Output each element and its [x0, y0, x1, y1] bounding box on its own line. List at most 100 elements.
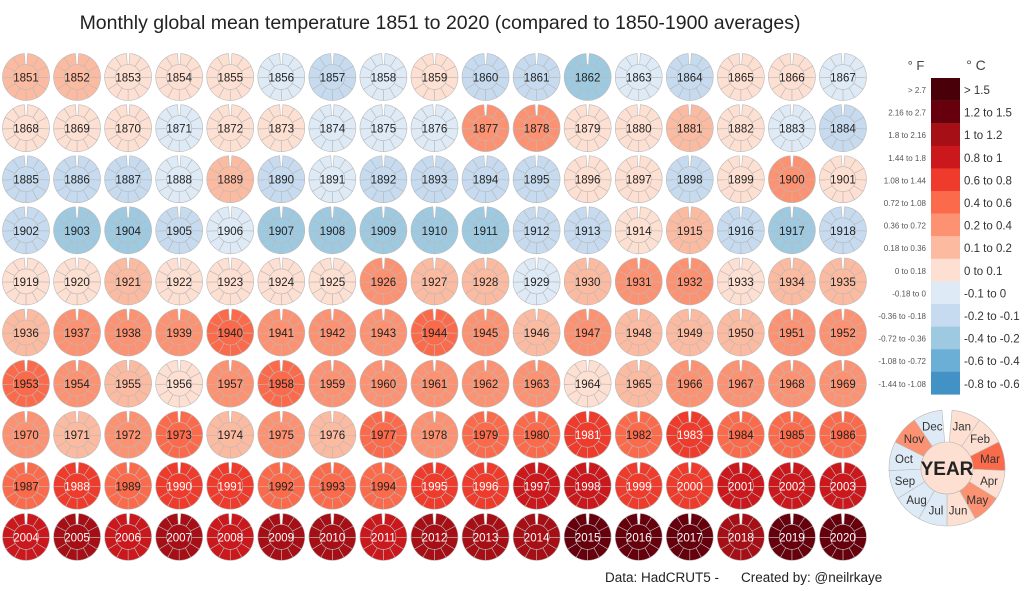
key-month-label: May: [967, 495, 989, 507]
year-wheel-1893: 1893: [410, 155, 459, 204]
annual-center: [319, 268, 346, 295]
year-label: 1856: [269, 73, 295, 85]
year-label: 1938: [115, 328, 141, 340]
annual-center: [115, 166, 141, 192]
legend-f-label: 1.08 to 1.44: [884, 176, 927, 185]
year-label: 1905: [166, 226, 192, 238]
year-wheel-1991: 1991: [206, 462, 255, 510]
annual-center: [523, 524, 550, 550]
annual-center: [268, 64, 295, 90]
year-wheel-1996: 1996: [461, 462, 510, 510]
legend-swatch: [931, 191, 960, 214]
legend-c-label: -0.8 to -0.6: [964, 379, 1020, 391]
year-label: 2008: [217, 532, 243, 544]
annual-center: [472, 166, 499, 192]
annual-center: [64, 217, 90, 244]
annual-center: [166, 370, 192, 397]
annual-center: [319, 166, 346, 192]
legend-f-label: -1.44 to -1.08: [878, 380, 926, 389]
annual-center: [13, 370, 39, 397]
year-wheel-1980: 1980: [512, 410, 561, 459]
legend-swatch: [931, 78, 960, 101]
annual-center: [268, 166, 295, 192]
legend-c-label: 1.2 to 1.5: [964, 108, 1012, 120]
year-wheel-1965: 1965: [614, 359, 663, 408]
year-wheel-1994: 1994: [359, 462, 408, 510]
year-label: 1902: [13, 226, 39, 238]
year-wheel-1931: 1931: [614, 257, 663, 306]
legend-f-label: 2.16 to 2.7: [888, 109, 926, 118]
year-wheel-1894: 1894: [461, 155, 510, 204]
key-month-label: Mar: [980, 454, 1000, 466]
annual-center: [728, 421, 754, 448]
annual-center: [13, 319, 39, 346]
year-label: 1997: [524, 481, 550, 493]
year-wheel-1877: 1877: [461, 104, 510, 152]
annual-center: [472, 472, 499, 499]
annual-center: [728, 217, 754, 244]
year-label: 1948: [626, 328, 652, 340]
year-label: 1890: [269, 175, 295, 187]
year-label: 1966: [677, 379, 703, 391]
year-label: 1995: [422, 481, 448, 493]
year-wheel-1908: 1908: [308, 206, 357, 255]
year-wheel-2001: 2001: [717, 462, 765, 510]
annual-center: [779, 421, 805, 448]
year-label: 1964: [575, 379, 601, 391]
year-wheel-1959: 1959: [308, 359, 357, 408]
annual-center: [625, 166, 652, 192]
year-wheel-1859: 1859: [410, 53, 459, 101]
year-label: 1951: [779, 328, 805, 340]
key-month-label: Jul: [929, 506, 944, 518]
annual-center: [676, 472, 703, 499]
year-wheel-1950: 1950: [717, 308, 765, 357]
annual-center: [166, 166, 192, 192]
annual-center: [574, 115, 601, 141]
year-wheel-2013: 2013: [461, 513, 510, 561]
legend-c-label: 0 to 0.1: [964, 266, 1002, 278]
footer-credit: Created by: @neilrkaye: [741, 570, 882, 585]
year-wheel-1866: 1866: [768, 53, 816, 101]
annual-center: [166, 524, 192, 550]
year-wheel-1986: 1986: [819, 410, 867, 459]
year-wheel-1917: 1917: [768, 206, 816, 255]
annual-center: [166, 421, 192, 448]
year-wheel-1907: 1907: [257, 206, 306, 255]
year-label: 1990: [166, 481, 192, 493]
year-wheel-1874: 1874: [308, 104, 357, 152]
year-label: 1916: [728, 226, 754, 238]
year-wheel-1855: 1855: [206, 53, 255, 101]
year-wheel-1942: 1942: [308, 308, 357, 357]
legend-swatch: [931, 326, 960, 350]
year-label: 2011: [371, 532, 396, 544]
year-wheel-1904: 1904: [104, 206, 152, 255]
year-label: 1898: [677, 175, 703, 187]
year-wheel-1971: 1971: [53, 410, 101, 459]
year-label: 1943: [371, 328, 397, 340]
annual-center: [472, 370, 499, 397]
year-wheel-1923: 1923: [206, 257, 255, 306]
year-label: 1980: [524, 430, 550, 442]
year-label: 1975: [269, 430, 295, 442]
annual-center: [830, 268, 856, 295]
year-label: 1926: [371, 277, 397, 289]
year-wheel-1889: 1889: [206, 155, 255, 204]
year-wheel-1890: 1890: [257, 155, 306, 204]
year-label: 1939: [166, 328, 192, 340]
color-legend: ° F ° C > 2.7 > 1.5 2.16 to 2.7 1.2 to 1.5 1…: [878, 57, 1020, 395]
annual-center: [319, 421, 346, 448]
annual-center: [523, 217, 550, 244]
year-label: 1978: [422, 430, 448, 442]
year-label: 1952: [830, 328, 856, 340]
year-label: 1865: [728, 73, 754, 85]
legend-f-label: -0.72 to -0.36: [878, 335, 926, 344]
annual-center: [217, 319, 244, 346]
year-label: 1989: [115, 481, 141, 493]
year-wheel-2014: 2014: [512, 513, 561, 561]
legend-f-label: 1.44 to 1.8: [888, 154, 926, 163]
year-label: 1959: [320, 379, 346, 391]
annual-center: [166, 319, 192, 346]
annual-center: [64, 64, 90, 90]
year-wheel-1987: 1987: [2, 462, 50, 510]
